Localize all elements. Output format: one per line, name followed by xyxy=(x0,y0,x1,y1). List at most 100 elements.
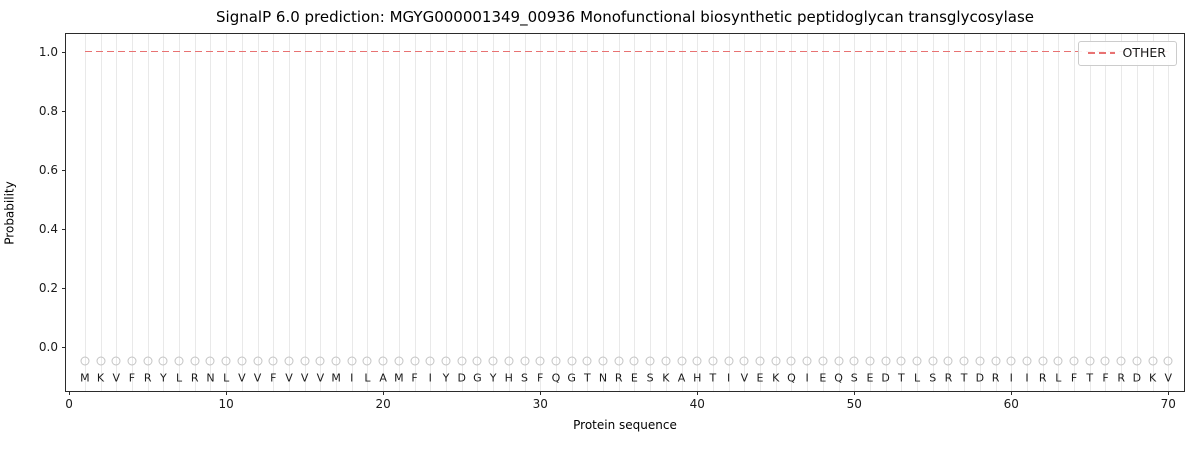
residue-letter: D xyxy=(975,371,985,385)
residue-marker xyxy=(205,356,215,366)
residue-marker xyxy=(378,356,388,366)
residue-letter: Y xyxy=(442,371,450,385)
residue-letter: S xyxy=(646,371,654,385)
gridline xyxy=(508,34,510,391)
x-tick-label: 70 xyxy=(1160,397,1176,411)
gridline xyxy=(603,34,605,391)
gridline xyxy=(791,34,793,391)
residue-letter: I xyxy=(428,371,432,385)
gridline xyxy=(650,34,652,391)
x-tick xyxy=(854,391,856,395)
residue-marker xyxy=(881,356,891,366)
residue-letter: K xyxy=(96,371,105,385)
residue-letter: D xyxy=(457,371,466,385)
gridline xyxy=(822,34,824,391)
gridline xyxy=(1089,34,1091,391)
residue-marker xyxy=(582,356,592,366)
residue-marker xyxy=(1085,356,1095,366)
gridline xyxy=(179,34,181,391)
x-tick-label: 0 xyxy=(65,397,73,411)
residue-marker xyxy=(1006,356,1016,366)
residue-marker xyxy=(1022,356,1032,366)
y-tick xyxy=(62,169,66,171)
residue-letter: V xyxy=(112,371,120,385)
gridline xyxy=(775,34,777,391)
residue-marker xyxy=(1038,356,1048,366)
residue-marker xyxy=(457,356,467,366)
gridline xyxy=(273,34,275,391)
residue-marker xyxy=(111,356,121,366)
residue-marker xyxy=(143,356,153,366)
residue-letter: R xyxy=(944,371,953,385)
residue-letter: K xyxy=(772,371,780,385)
residue-marker xyxy=(174,356,184,366)
residue-marker xyxy=(1100,356,1110,366)
residue-marker xyxy=(614,356,624,366)
other-probability-line xyxy=(84,50,1169,53)
gridline xyxy=(1168,34,1170,391)
y-tick-label: 0.4 xyxy=(38,221,58,236)
gridline xyxy=(995,34,997,391)
residue-marker xyxy=(959,356,969,366)
residue-marker xyxy=(504,356,514,366)
residue-marker xyxy=(943,356,953,366)
residue-letter: V xyxy=(740,371,749,385)
y-axis-label: Probability xyxy=(3,180,17,245)
legend-label-other: OTHER xyxy=(1122,45,1166,60)
residue-marker xyxy=(1053,356,1063,366)
gridline xyxy=(461,34,463,391)
residue-letter: K xyxy=(662,371,670,385)
y-tick xyxy=(62,287,66,289)
gridline xyxy=(304,34,306,391)
y-tick xyxy=(62,228,66,230)
residue-letter: I xyxy=(805,371,809,385)
residue-marker xyxy=(629,356,639,366)
residue-letter: T xyxy=(960,371,968,385)
residue-letter: V xyxy=(253,371,262,385)
residue-marker xyxy=(849,356,859,366)
x-tick-label: 20 xyxy=(375,397,391,411)
residue-letter: E xyxy=(866,371,874,385)
residue-letter: R xyxy=(614,371,623,385)
residue-marker xyxy=(520,356,529,366)
residue-letter: Q xyxy=(551,371,561,385)
gridline xyxy=(838,34,840,391)
gridline xyxy=(226,34,228,391)
gridline xyxy=(854,34,856,391)
residue-letter: T xyxy=(897,371,905,385)
residue-marker xyxy=(315,356,325,366)
residue-marker xyxy=(708,356,718,366)
residue-letter: G xyxy=(567,371,576,385)
gridline xyxy=(932,34,934,391)
residue-letter: H xyxy=(693,371,702,385)
x-tick xyxy=(697,391,699,395)
residue-letter: L xyxy=(913,371,921,385)
gridline xyxy=(587,34,589,391)
gridline xyxy=(84,34,86,391)
residue-marker xyxy=(912,356,922,366)
gridline xyxy=(540,34,542,391)
x-tick-label: 30 xyxy=(532,397,548,411)
residue-marker xyxy=(158,356,168,366)
y-tick xyxy=(62,51,66,53)
residue-letter: H xyxy=(504,371,513,385)
residue-marker xyxy=(1132,356,1142,366)
residue-letter: F xyxy=(128,371,136,385)
legend-dashed-line-icon xyxy=(1087,52,1115,55)
gridline xyxy=(131,34,133,391)
residue-marker xyxy=(598,356,608,366)
x-tick xyxy=(1011,391,1013,395)
residue-letter: D xyxy=(881,371,890,385)
residue-marker xyxy=(818,356,828,366)
residue-letter: V xyxy=(238,371,246,385)
residue-letter: M xyxy=(394,371,404,385)
residue-letter: R xyxy=(143,371,152,385)
residue-letter: R xyxy=(991,371,1000,385)
residue-marker xyxy=(535,356,545,366)
residue-letter: F xyxy=(1070,371,1078,385)
x-tick-label: 60 xyxy=(1003,397,1019,411)
residue-marker xyxy=(472,356,482,366)
gridline xyxy=(1042,34,1044,391)
gridline xyxy=(477,34,479,391)
